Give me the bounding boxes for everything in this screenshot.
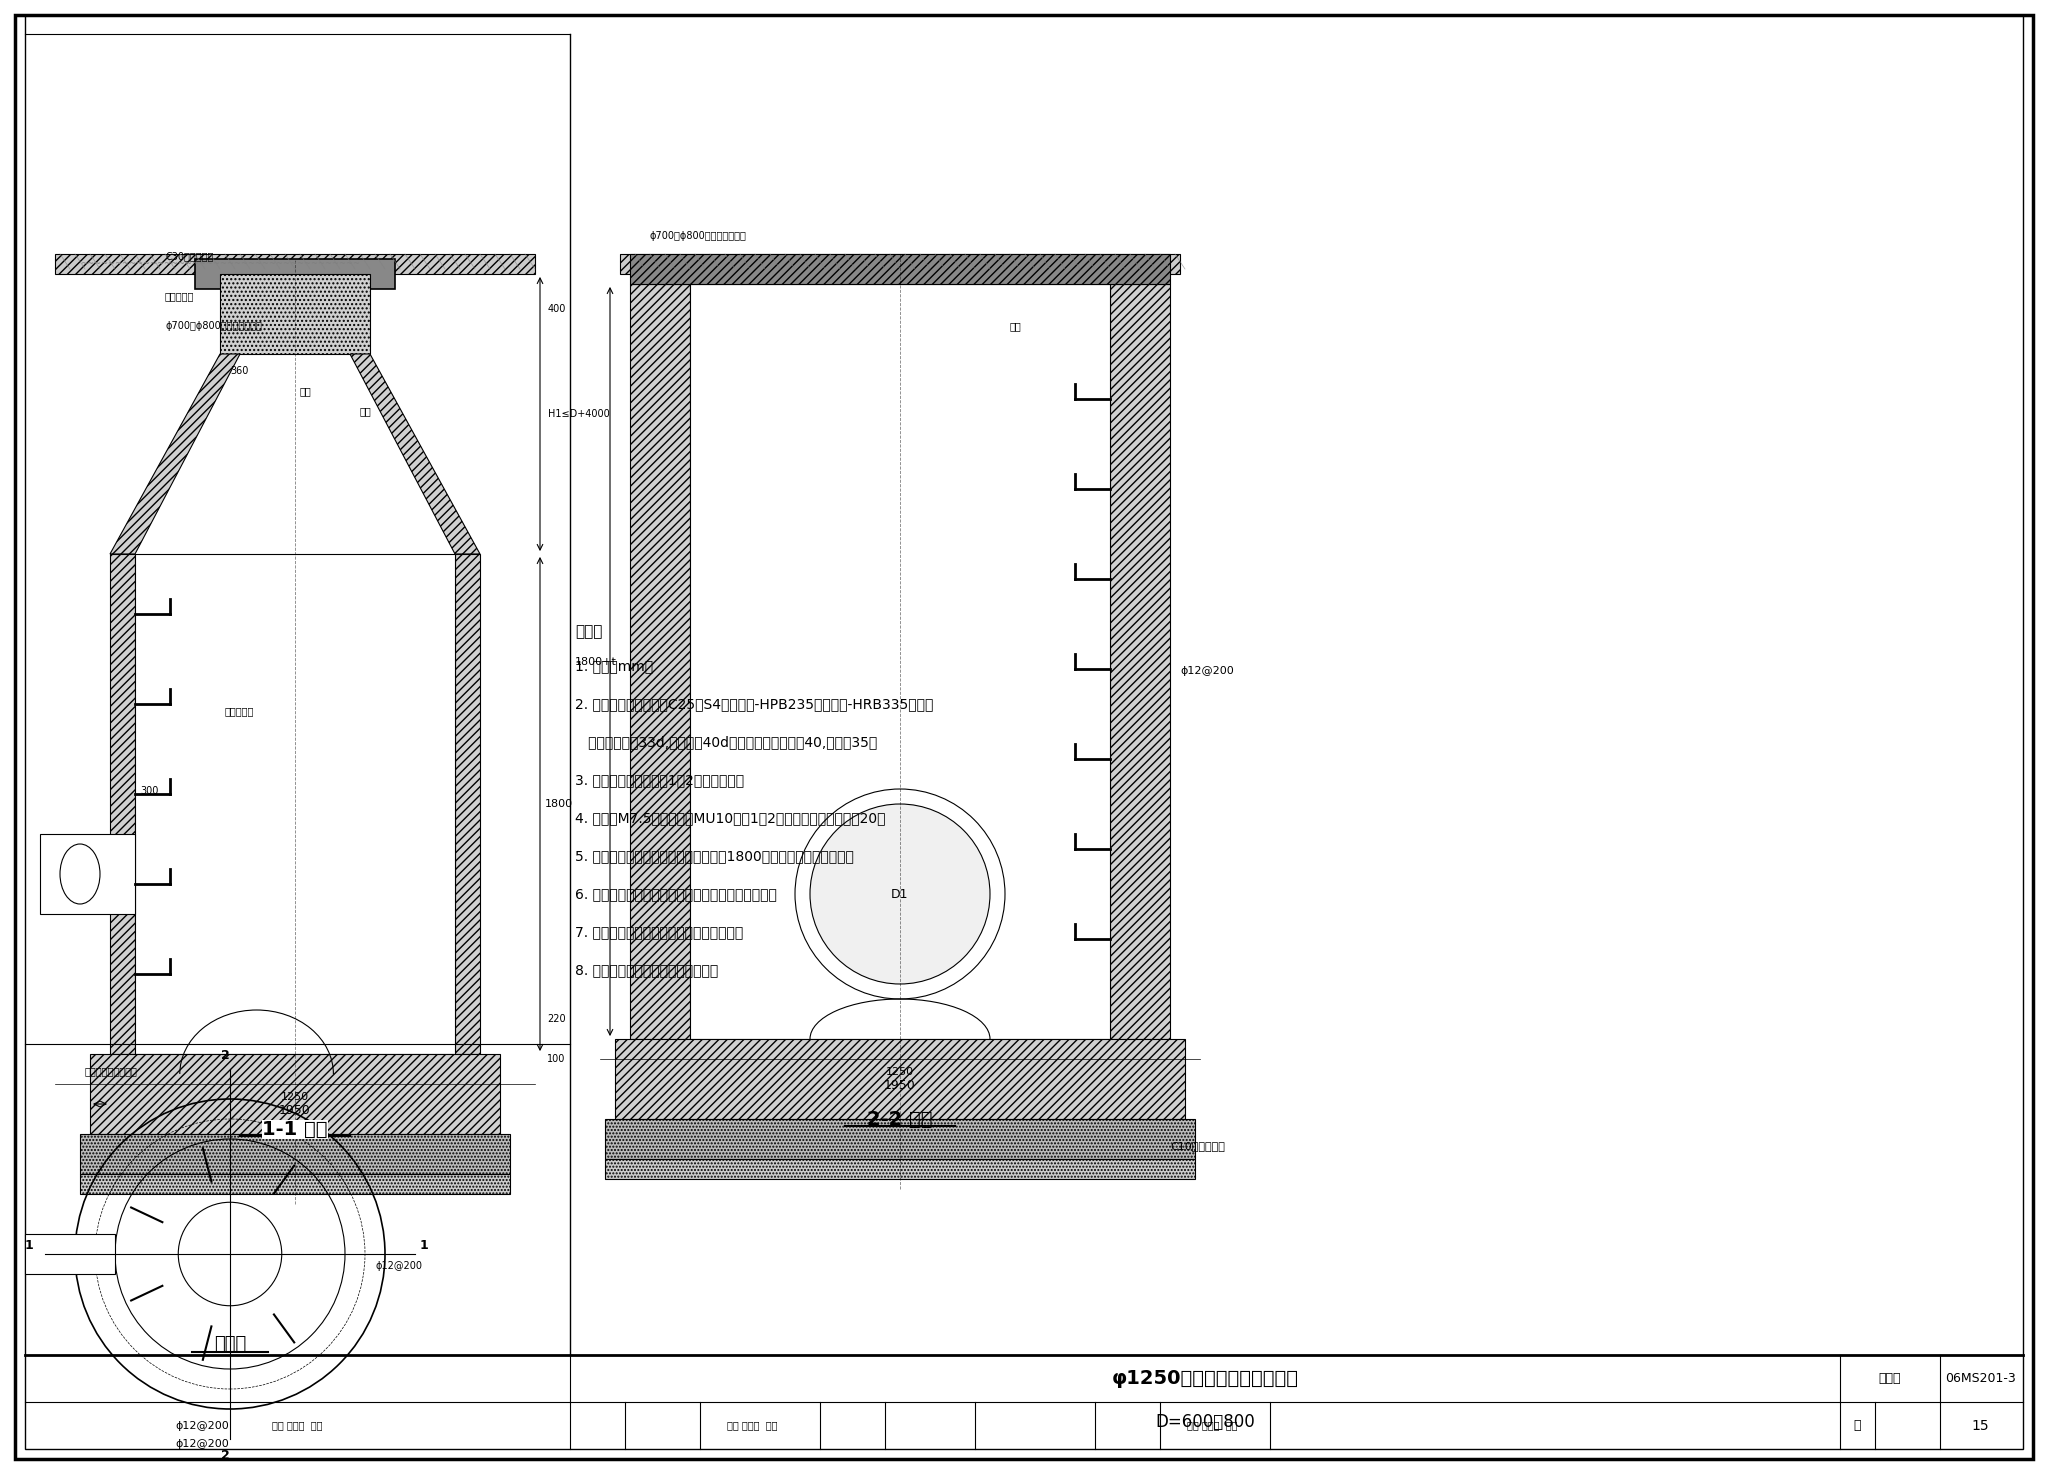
Text: ϕ700或ϕ800铸铁井盖及支座: ϕ700或ϕ800铸铁井盖及支座 bbox=[649, 231, 748, 242]
Text: 1. 单位：mm。: 1. 单位：mm。 bbox=[575, 659, 653, 674]
Text: 钓筋锡固长制33d,搭接长制40d；基础下层箋保护局40,其他为35。: 钓筋锡固长制33d,搭接长制40d；基础下层箋保护局40,其他为35。 bbox=[575, 736, 877, 749]
Text: 100: 100 bbox=[547, 1054, 565, 1064]
Bar bbox=[195, 259, 395, 289]
Text: 5. 井室高度自井底至盖板底净高一般为1800，埋深不足时适情减少。: 5. 井室高度自井底至盖板底净高一般为1800，埋深不足时适情减少。 bbox=[575, 849, 854, 862]
Text: D=600～800: D=600～800 bbox=[1155, 1414, 1255, 1431]
Bar bbox=[1110, 284, 1169, 1039]
Text: 7. 顶平接入支管见圆形排水检查井尺寸表。: 7. 顶平接入支管见圆形排水检查井尺寸表。 bbox=[575, 926, 743, 939]
Bar bbox=[90, 1054, 500, 1134]
Bar bbox=[690, 284, 1110, 1039]
Text: 1: 1 bbox=[25, 1240, 33, 1251]
Polygon shape bbox=[111, 354, 240, 554]
Text: 管外壁凿毛: 管外壁凿毛 bbox=[225, 706, 254, 716]
Text: 2: 2 bbox=[221, 1049, 229, 1061]
Bar bbox=[604, 1159, 1194, 1179]
Text: 设计 温丽晖  签名: 设计 温丽晖 签名 bbox=[1186, 1421, 1237, 1430]
Text: 2: 2 bbox=[221, 1449, 229, 1462]
Text: 6. 接入支管超挖部分用级配砂石、混凝土或砖塡实。: 6. 接入支管超挖部分用级配砂石、混凝土或砖塡实。 bbox=[575, 887, 776, 901]
Bar bbox=[80, 1134, 510, 1173]
Bar bbox=[55, 254, 535, 274]
Text: φ1250圆形混凝土雨水检查井: φ1250圆形混凝土雨水检查井 bbox=[1112, 1369, 1298, 1389]
Text: 8. 井筒及井盖的安装做法见井筒图。: 8. 井筒及井盖的安装做法见井筒图。 bbox=[575, 963, 719, 977]
Text: ~~~~~~~~~~~~~~~~~~~~~~~~~~~~~~~~~~~~~~~~: ~~~~~~~~~~~~~~~~~~~~~~~~~~~~~~~~~~~~~~~~ bbox=[80, 259, 360, 268]
Text: 15: 15 bbox=[1970, 1418, 1989, 1433]
Text: 平面图: 平面图 bbox=[213, 1335, 246, 1353]
Text: 4. 流槽用M7.5水泥砂浆牀MU10砖；1：2防水水泥沙浆抖面，厔20。: 4. 流槽用M7.5水泥砂浆牀MU10砖；1：2防水水泥沙浆抖面，厔20。 bbox=[575, 811, 885, 825]
Text: 踏步: 踏步 bbox=[299, 386, 311, 397]
Text: 校对 孟完东  签名: 校对 孟完东 签名 bbox=[727, 1421, 778, 1430]
Polygon shape bbox=[350, 354, 479, 554]
Text: 360: 360 bbox=[229, 366, 248, 376]
Text: 220: 220 bbox=[547, 1014, 565, 1024]
Text: 混凝土盖板: 混凝土盖板 bbox=[166, 290, 195, 301]
Text: C30混凝土井圈: C30混凝土井圈 bbox=[166, 251, 213, 261]
Text: ϕ12@200: ϕ12@200 bbox=[174, 1421, 229, 1431]
Text: ϕ12@200: ϕ12@200 bbox=[174, 1439, 229, 1449]
Bar bbox=[80, 1173, 510, 1194]
Text: 座架: 座架 bbox=[360, 405, 373, 416]
Text: 3. 座浆、抹三角灰均用1：2防水水泥浆。: 3. 座浆、抹三角灰均用1：2防水水泥浆。 bbox=[575, 772, 743, 787]
Text: 1: 1 bbox=[420, 1240, 428, 1251]
Text: 图集号: 图集号 bbox=[1878, 1372, 1901, 1386]
Bar bbox=[614, 1039, 1186, 1119]
Text: 400: 400 bbox=[549, 304, 567, 314]
Text: 1800+t: 1800+t bbox=[575, 656, 616, 666]
Text: H1≤D+4000: H1≤D+4000 bbox=[549, 408, 610, 419]
Bar bbox=[41, 834, 135, 914]
Text: ϕ700或ϕ800预制混凝土井筒: ϕ700或ϕ800预制混凝土井筒 bbox=[166, 321, 262, 332]
Text: 踏步: 踏步 bbox=[1010, 321, 1022, 332]
Ellipse shape bbox=[59, 845, 100, 904]
Text: 1250: 1250 bbox=[887, 1067, 913, 1077]
Text: 2. 井墙及底板混凝土为C25、S4；钓筋中-HPB235级钓；屁-HRB335级钓；: 2. 井墙及底板混凝土为C25、S4；钓筋中-HPB235级钓；屁-HRB335… bbox=[575, 697, 934, 710]
Circle shape bbox=[811, 803, 989, 985]
Text: C10混凝土垫层: C10混凝土垫层 bbox=[1169, 1141, 1225, 1151]
Text: 1-1 剖面: 1-1 剖面 bbox=[262, 1119, 328, 1138]
Text: 审核 王僿山  签名: 审核 王僿山 签名 bbox=[272, 1421, 322, 1430]
Text: 2-2 剖面: 2-2 剖面 bbox=[866, 1110, 932, 1129]
Bar bbox=[604, 1119, 1194, 1159]
Bar bbox=[455, 554, 479, 1054]
Text: ϕ12@200: ϕ12@200 bbox=[1180, 666, 1233, 677]
Text: 顶平接入支管见说明: 顶平接入支管见说明 bbox=[86, 1066, 137, 1076]
Bar bbox=[631, 284, 690, 1039]
Text: 1950: 1950 bbox=[885, 1079, 915, 1092]
Bar bbox=[25, 1234, 115, 1274]
Bar bbox=[621, 254, 1180, 274]
Bar bbox=[631, 254, 1169, 284]
Text: D1: D1 bbox=[891, 887, 909, 901]
Text: 说明：: 说明： bbox=[575, 624, 602, 640]
Text: 06MS201-3: 06MS201-3 bbox=[1946, 1372, 2015, 1386]
Text: 1800: 1800 bbox=[545, 799, 573, 809]
Text: 1950: 1950 bbox=[279, 1104, 311, 1117]
Text: 1250: 1250 bbox=[281, 1092, 309, 1103]
Text: 页: 页 bbox=[1853, 1419, 1862, 1433]
Text: 300: 300 bbox=[139, 786, 158, 796]
Bar bbox=[111, 554, 135, 1054]
Text: ϕ12@200: ϕ12@200 bbox=[375, 1260, 422, 1271]
Bar bbox=[219, 274, 371, 354]
Bar bbox=[135, 554, 455, 1054]
